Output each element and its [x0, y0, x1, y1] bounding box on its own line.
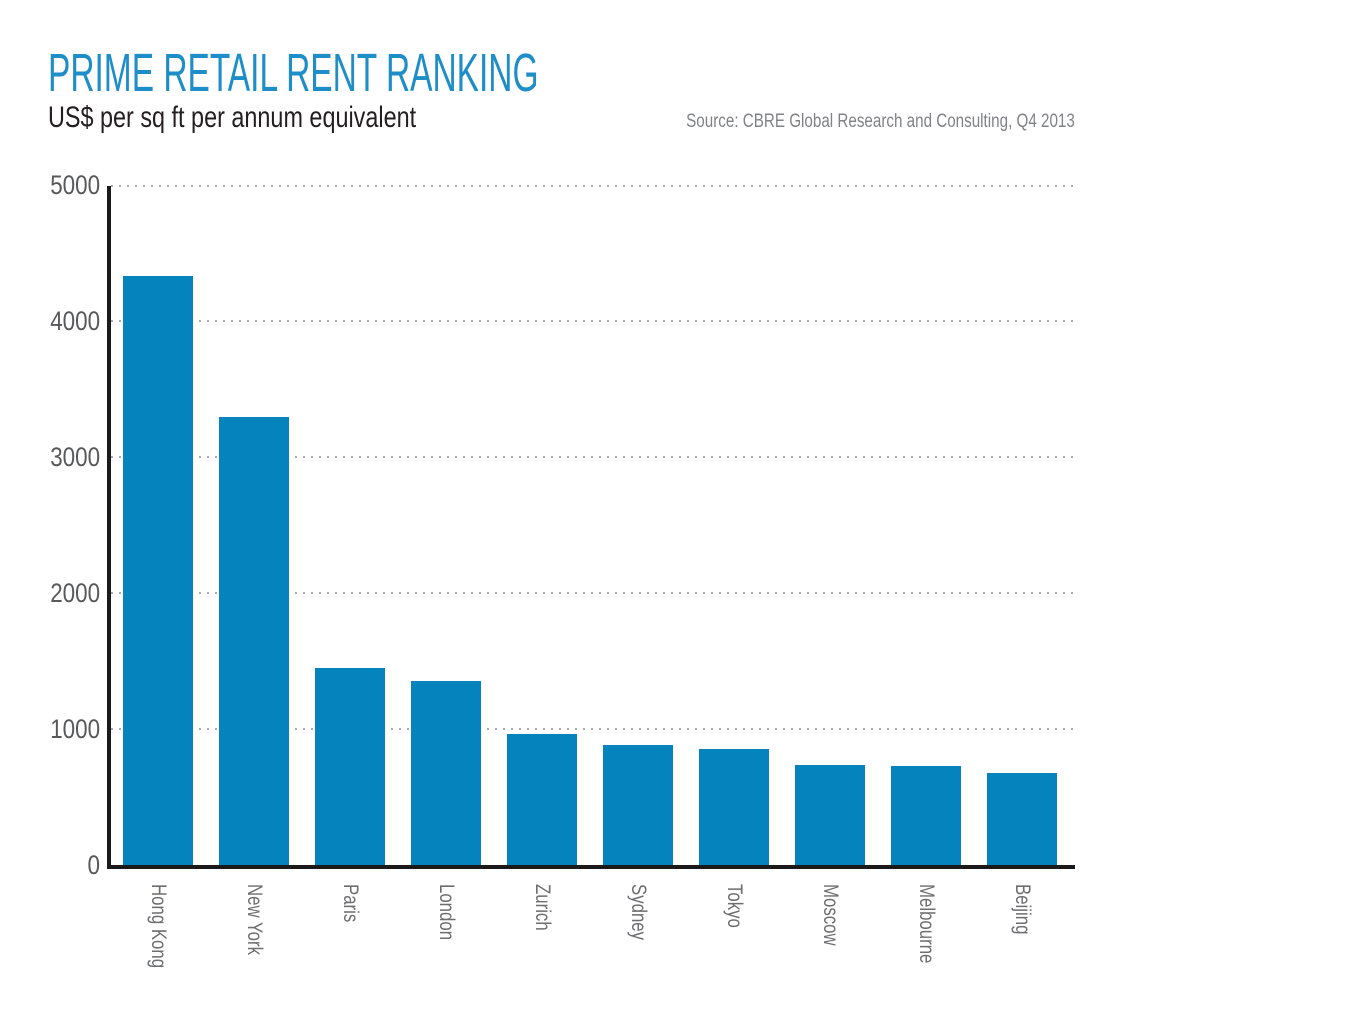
y-tick-label-1000: 1000: [30, 713, 100, 744]
x-label-zurich: Zurich: [530, 884, 554, 931]
bar-hong-kong: [122, 276, 193, 865]
y-tick-label-5000: 5000: [30, 172, 100, 199]
bar-sydney: [602, 745, 673, 865]
bar-beijing: [986, 772, 1057, 865]
x-label-melbourne: Melbourne: [914, 884, 938, 964]
y-tick-label-5000-text: 5000: [50, 170, 100, 200]
source-note: Source: CBRE Global Research and Consult…: [0, 110, 1075, 134]
x-label-paris: Paris: [338, 884, 362, 923]
bar-zurich: [506, 734, 577, 865]
chart-subtitle-text: US$ per sq ft per annum equivalent: [48, 101, 417, 134]
bar-london: [410, 680, 481, 865]
gridline-2000: [110, 592, 1075, 595]
y-tick-label-0-text: 0: [87, 849, 100, 880]
y-tick-label-4000-text: 4000: [50, 305, 100, 336]
chart-title-text: PRIME RETAIL RENT RANKING: [48, 43, 539, 103]
y-axis-line: [107, 185, 111, 869]
y-tick-label-2000: 2000: [30, 577, 100, 608]
chart-subtitle: US$ per sq ft per annum equivalent: [48, 101, 520, 135]
gridline-1000: [110, 728, 1075, 731]
bar-melbourne: [890, 766, 961, 865]
source-note-text: Source: CBRE Global Research and Consult…: [686, 111, 1075, 132]
y-tick-label-4000: 4000: [30, 305, 100, 336]
y-tick-label-1000-text: 1000: [50, 713, 100, 744]
x-axis-line: [107, 865, 1075, 869]
y-tick-label-3000-text: 3000: [50, 441, 100, 472]
bar-tokyo: [698, 748, 769, 865]
bar-paris: [314, 667, 385, 865]
bar-moscow: [794, 764, 865, 865]
x-label-sydney: Sydney: [626, 884, 650, 941]
y-tick-label-0: 0: [30, 849, 100, 880]
x-label-london: London: [434, 884, 458, 941]
y-tick-label-2000-text: 2000: [50, 577, 100, 608]
chart-title: PRIME RETAIL RENT RANKING: [48, 46, 839, 100]
x-label-moscow: Moscow: [818, 884, 842, 946]
gridline-4000: [110, 320, 1075, 323]
gridline-3000: [110, 456, 1075, 459]
x-label-hong-kong: Hong Kong: [146, 884, 170, 969]
x-label-tokyo: Tokyo: [722, 884, 746, 928]
bar-new-york: [218, 416, 289, 865]
gridline-5000: [110, 184, 1075, 187]
y-tick-label-3000: 3000: [30, 441, 100, 472]
x-label-new-york: New York: [242, 884, 266, 955]
x-label-beijing: Beijing: [1010, 884, 1034, 935]
